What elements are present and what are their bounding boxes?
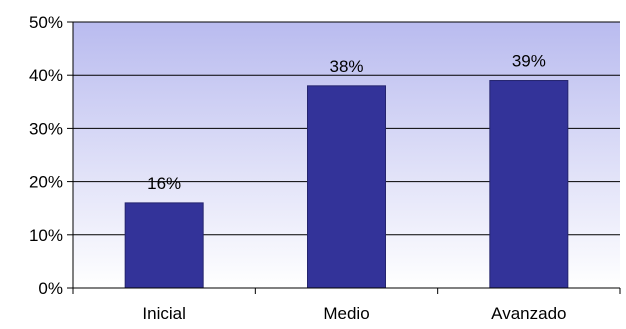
bar-inicial (124, 202, 204, 289)
y-tick-label: 10% (29, 226, 63, 245)
data-label: 38% (329, 57, 363, 76)
x-axis-ticks: Inicial Medio Avanzado (72, 288, 621, 323)
axes (72, 22, 620, 289)
bar-avanzado (489, 80, 569, 289)
y-tick-label: 50% (29, 13, 63, 32)
x-tick-label: Medio (323, 304, 369, 323)
y-tick-label: 40% (29, 66, 63, 85)
data-label: 16% (147, 174, 181, 193)
data-labels: 16% 38% 39% (147, 52, 546, 193)
y-axis-ticks: 0% 10% 20% 30% 40% 50% (29, 13, 73, 298)
x-tick-label: Inicial (142, 304, 185, 323)
data-label: 39% (512, 52, 546, 71)
bars (124, 80, 569, 289)
bar-medio (307, 85, 386, 289)
y-tick-label: 30% (29, 119, 63, 138)
x-tick-label: Avanzado (491, 304, 566, 323)
y-tick-label: 20% (29, 173, 63, 192)
y-tick-label: 0% (38, 279, 63, 298)
